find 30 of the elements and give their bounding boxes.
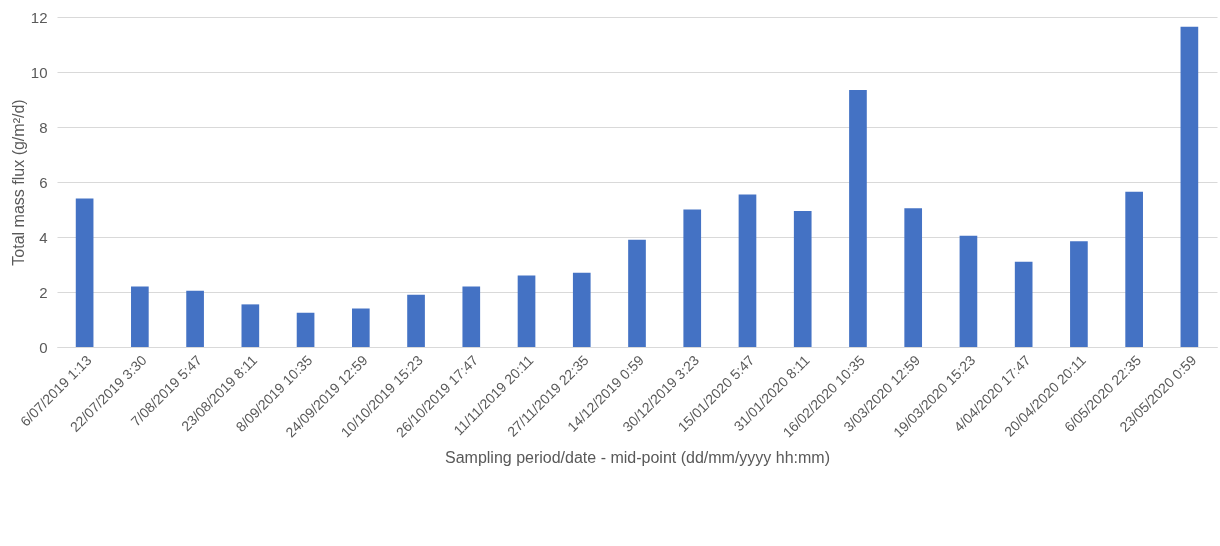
y-tick-label: 2 (39, 283, 48, 301)
bar (849, 89, 867, 347)
bar (186, 290, 204, 347)
bar (572, 272, 591, 347)
y-tick-label: 0 (39, 338, 48, 356)
bar (1180, 26, 1199, 347)
bar (462, 286, 481, 347)
y-axis-title: Total mass flux (g/m²/d) (9, 99, 27, 266)
bar (904, 208, 923, 347)
bar (407, 294, 425, 347)
bar (517, 275, 536, 347)
y-tick-label: 6 (39, 173, 48, 191)
bar (793, 210, 812, 347)
bar (131, 286, 149, 347)
y-tick-label: 8 (39, 118, 48, 136)
bar (1125, 191, 1143, 347)
bar (683, 209, 702, 347)
y-tick-label: 10 (30, 63, 48, 81)
y-tick-label: 4 (39, 228, 48, 246)
x-axis-title: Sampling period/date - mid-point (dd/mm/yyyy hh:mm) (444, 449, 831, 467)
bar (351, 308, 370, 347)
bar (1070, 241, 1088, 347)
bar (628, 239, 646, 347)
bar (241, 304, 260, 347)
bar (296, 312, 315, 347)
y-tick-label: 12 (30, 8, 48, 26)
bar (738, 194, 757, 347)
bar (959, 235, 978, 347)
bar (75, 198, 94, 347)
bar (1014, 261, 1033, 347)
